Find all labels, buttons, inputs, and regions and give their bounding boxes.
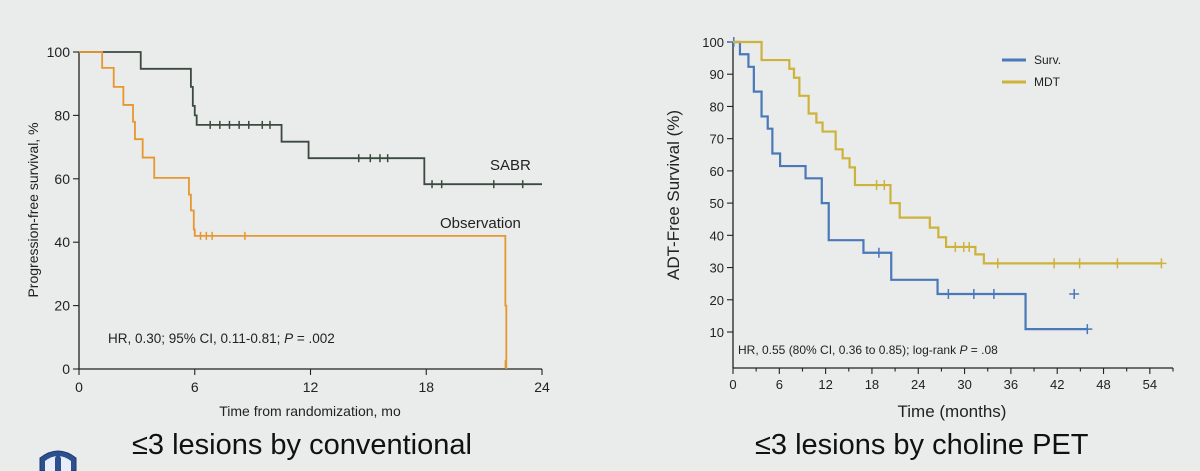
y-tick-label-90: 90: [710, 67, 724, 82]
x-tick-label-30: 30: [957, 377, 971, 392]
left-stats-p-label: P: [284, 331, 293, 346]
right-x-axis-label: Time (months): [898, 402, 1007, 421]
y-tick-label-20: 20: [710, 293, 724, 308]
y-tick-label-50: 50: [710, 196, 724, 211]
left-stats-suffix: = .002: [293, 331, 335, 346]
caption-right: ≤3 lesions by choline PET: [755, 429, 1089, 461]
y-tick-label-30: 30: [710, 261, 724, 276]
series-label-observation: Observation: [440, 215, 521, 232]
y-tick-label-70: 70: [710, 132, 724, 147]
x-tick-label-0: 0: [729, 377, 736, 392]
series-line-mdt: [733, 40, 1162, 265]
legend-label-mdt: MDT: [1034, 75, 1061, 89]
x-tick-label-0: 0: [75, 379, 83, 395]
x-tick-label-48: 48: [1096, 377, 1110, 392]
series-label-sabr: SABR: [490, 157, 531, 174]
caption-left: ≤3 lesions by conventional: [132, 429, 472, 461]
x-tick-label-12: 12: [818, 377, 832, 392]
x-tick-label-36: 36: [1004, 377, 1018, 392]
right-stats-p-label: P: [959, 343, 967, 357]
left-stats-annotation: HR, 0.30; 95% CI, 0.11-0.81; P = .002: [108, 331, 335, 346]
y-tick-label-100: 100: [702, 35, 724, 50]
left-stats-prefix: HR, 0.30; 95% CI, 0.11-0.81;: [108, 331, 284, 346]
x-tick-label-12: 12: [303, 379, 319, 395]
right-y-axis-label: ADT-Free Survival (%): [664, 110, 683, 280]
y-tick-label-60: 60: [54, 171, 70, 187]
left-axes: [78, 52, 542, 370]
left-ticks: 0 6 12 18 24 0 20 40 60 80 100: [47, 44, 550, 395]
y-tick-label-80: 80: [54, 107, 70, 123]
y-tick-label-100: 100: [47, 44, 71, 60]
right-stats-annotation: HR, 0.55 (80% CI, 0.36 to 0.85); log-ran…: [738, 343, 998, 357]
left-curves: [79, 51, 542, 369]
x-tick-label-24: 24: [534, 379, 550, 395]
right-stats-suffix: = .08: [967, 343, 998, 357]
right-ticks: 0 6 12 18 24 30 36 42 48 54 10 20 30 40 50 60 70 80 90 100: [702, 35, 1174, 392]
series-line-sabr: [79, 51, 542, 186]
y-tick-label-20: 20: [54, 298, 70, 314]
y-tick-label-10: 10: [710, 325, 724, 340]
right-curves: [728, 37, 1167, 335]
legend-label-surv: Surv.: [1034, 53, 1061, 67]
right-legend: Surv. MDT: [1002, 53, 1061, 89]
x-tick-label-54: 54: [1143, 377, 1157, 392]
x-tick-label-18: 18: [865, 377, 879, 392]
series-line-observation: [79, 51, 508, 369]
left-x-axis-label: Time from randomization, mo: [219, 403, 401, 419]
x-tick-label-24: 24: [911, 377, 925, 392]
y-tick-label-40: 40: [54, 234, 70, 250]
right-stats-prefix: HR, 0.55 (80% CI, 0.36 to 0.85); log-ran…: [738, 343, 959, 357]
series-line-surv: [733, 40, 1088, 331]
y-tick-label-40: 40: [710, 228, 724, 243]
institution-seal-icon: [39, 450, 77, 471]
x-tick-label-18: 18: [418, 379, 434, 395]
x-tick-label-42: 42: [1050, 377, 1064, 392]
right-km-chart: 0 6 12 18 24 30 36 42 48 54102030405060708090100 …: [664, 35, 1174, 421]
x-tick-label-6: 6: [191, 379, 199, 395]
y-tick-label-0: 0: [62, 361, 70, 377]
x-tick-label-6: 6: [776, 377, 783, 392]
y-tick-label-80: 80: [710, 99, 724, 114]
y-tick-label-60: 60: [710, 164, 724, 179]
left-y-axis-label: Progression-free survival, %: [25, 122, 41, 297]
left-km-chart: 0 6 12 18 24 0 20 40 60 80 100 Time from randomiza…: [25, 44, 550, 419]
right-axes: [732, 42, 1173, 369]
